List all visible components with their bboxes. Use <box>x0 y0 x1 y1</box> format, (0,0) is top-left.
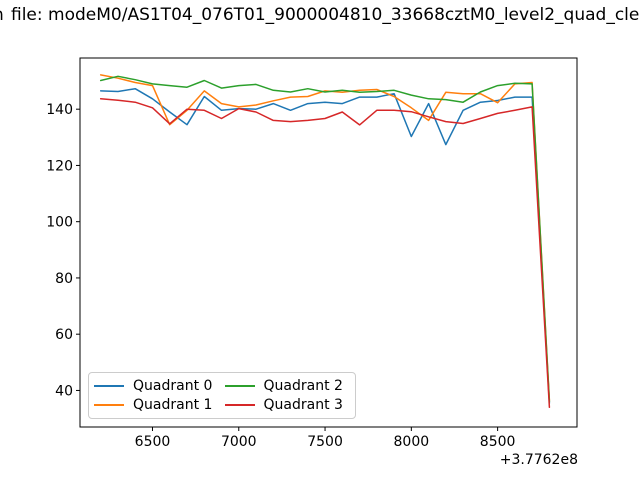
x-tick-label: 7500 <box>307 434 343 450</box>
legend-entry-quadrant-3: Quadrant 3 <box>224 397 350 414</box>
x-axis-offset-label: +3.7762e8 <box>500 452 578 468</box>
legend-label: Quadrant 2 <box>263 377 343 394</box>
y-tick-label: 80 <box>55 271 73 287</box>
y-tick-label: 40 <box>55 383 73 399</box>
legend-entry-quadrant-2: Quadrant 2 <box>224 377 350 394</box>
series-line-quadrant-2 <box>99 75 551 403</box>
axes-spines <box>79 57 578 428</box>
legend-label: Quadrant 1 <box>133 397 213 414</box>
y-tick-label: 100 <box>46 215 73 231</box>
y-tick-label: 60 <box>55 327 73 343</box>
legend: Quadrant 0 Quadrant 1 Quadrant 2 Quadrant 3 <box>88 372 356 419</box>
series-line-quadrant-1 <box>99 74 551 402</box>
legend-line-sample <box>224 384 255 387</box>
legend-line-sample <box>94 404 124 407</box>
x-tick-label: 8500 <box>480 434 516 450</box>
legend-entry-quadrant-0: Quadrant 0 <box>94 378 219 394</box>
legend-entry-quadrant-1: Quadrant 1 <box>94 397 219 413</box>
series-line-quadrant-3 <box>99 98 551 409</box>
title-clipped-character-fragment: n <box>0 5 6 27</box>
legend-line-sample <box>224 404 255 407</box>
x-tick-label: 7000 <box>221 434 257 450</box>
chart-title: file: modeM0/AS1T04_076T01_9000004810_33… <box>11 5 640 25</box>
x-tick-label: 6500 <box>135 434 171 450</box>
y-tick-label: 120 <box>46 158 73 174</box>
legend-line-sample <box>94 384 124 387</box>
legend-label: Quadrant 3 <box>263 397 343 414</box>
series-line-quadrant-0 <box>99 87 551 404</box>
y-tick-label: 140 <box>46 102 73 118</box>
x-tick-label: 8000 <box>394 434 430 450</box>
legend-label: Quadrant 0 <box>133 377 213 394</box>
